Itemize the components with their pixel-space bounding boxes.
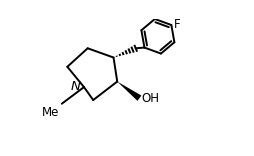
Text: Me: Me [42,106,60,119]
Text: OH: OH [141,92,159,105]
Text: N: N [71,80,81,93]
Polygon shape [117,82,141,101]
Text: F: F [173,19,180,32]
